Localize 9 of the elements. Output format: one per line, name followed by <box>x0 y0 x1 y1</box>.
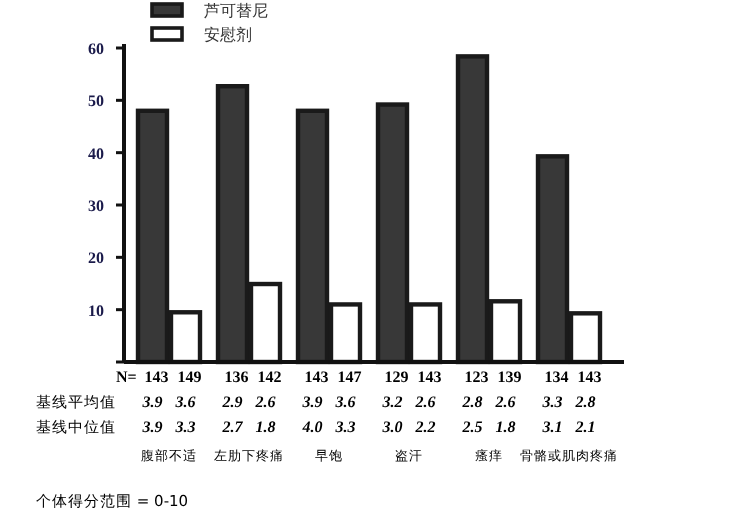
legend-label: 安慰剂 <box>204 26 252 44</box>
y-tick-label: 60 <box>88 40 104 58</box>
text: N= 143 149 136 142 143 147 129 143 123 139 134 143 <box>116 368 602 386</box>
legend-label: 芦可替尼 <box>204 2 268 20</box>
y-tick-label: 10 <box>88 301 104 320</box>
y-tick-label: 20 <box>88 249 104 268</box>
y-tick-label: 30 <box>88 197 104 215</box>
y-tick-label: 40 <box>88 144 104 163</box>
y-tick-label: 50 <box>88 92 104 111</box>
